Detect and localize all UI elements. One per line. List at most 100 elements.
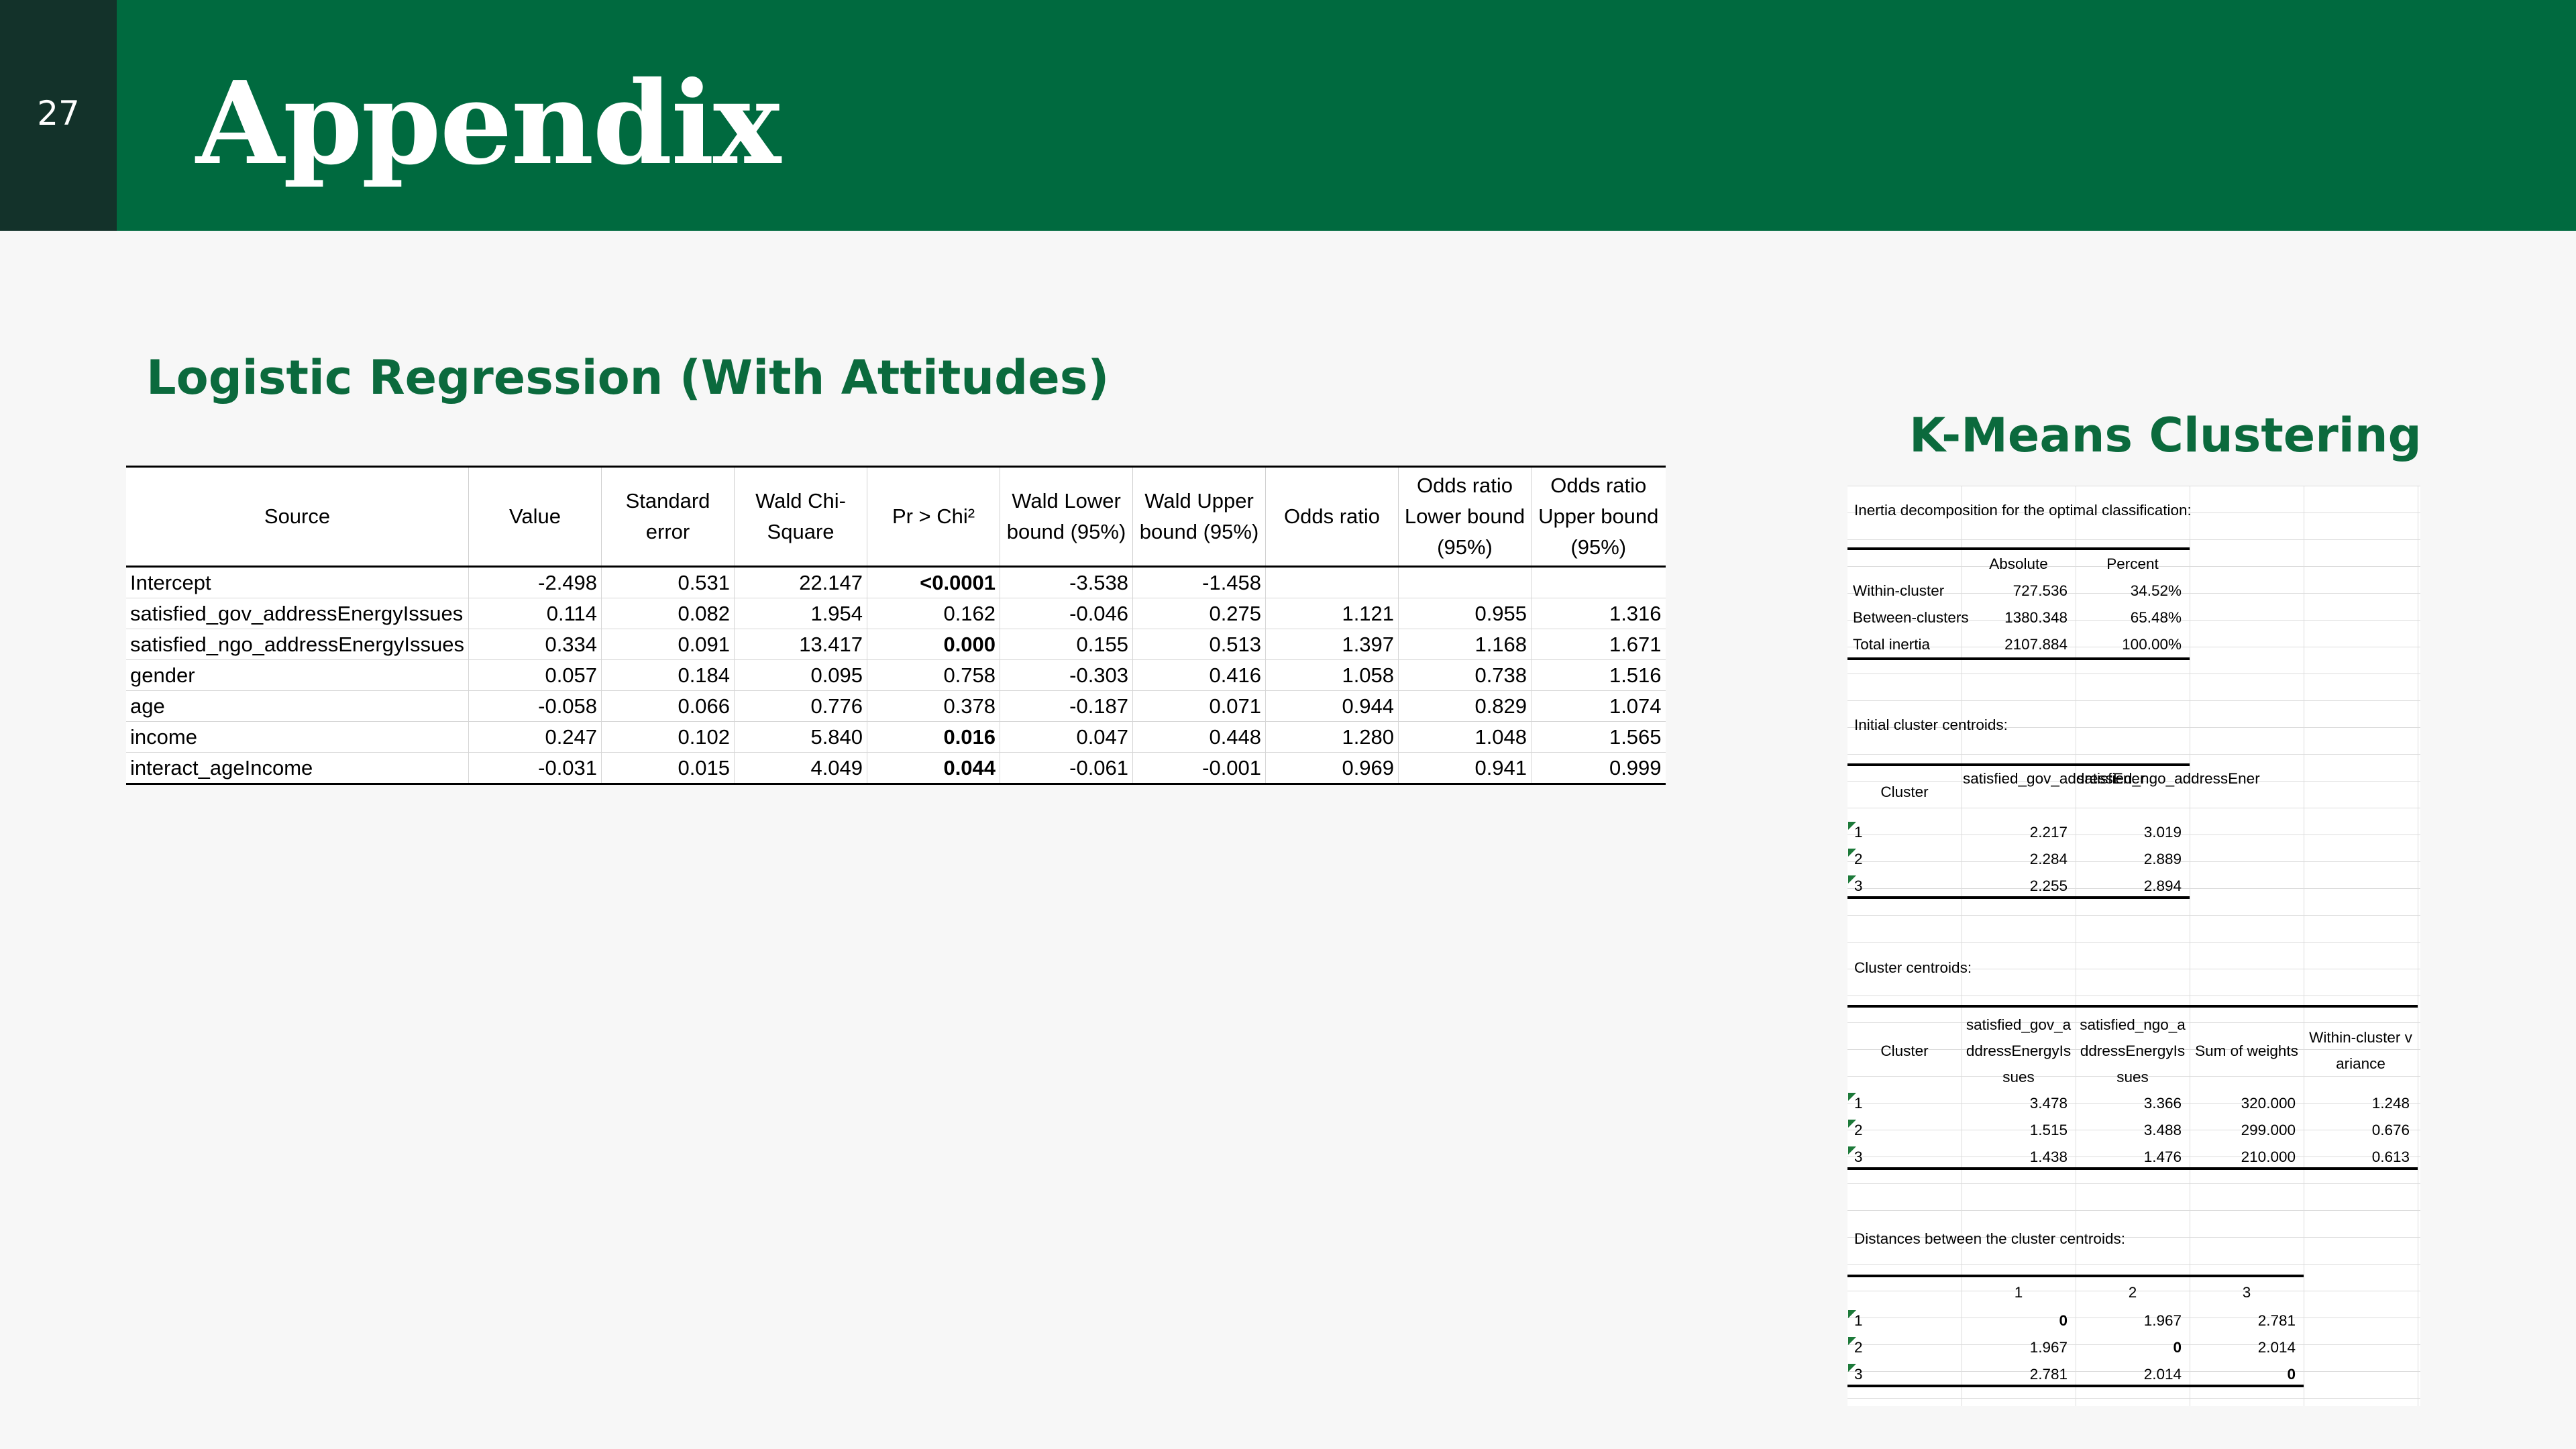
table-cell: <0.0001 [867,566,1000,598]
cell-marker-icon [1848,875,1856,883]
column-header: satisfied_gov_addressEnergyIssues [1966,1016,2072,1085]
column-header: Source [126,466,469,568]
table-cell: 65.48% [2130,609,2182,626]
table-rule [1847,657,2190,660]
table-cell: 1.074 [1531,690,1666,722]
row-label: 2 [1854,851,1863,867]
row-label: 1 [1854,824,1863,841]
table-cell: 0.513 [1132,629,1266,660]
logistic-regression-title: Logistic Regression (With Attitudes) [146,350,1110,405]
table-cell: 0.057 [468,659,602,691]
table-cell: 0.091 [601,629,735,660]
column-header: Sum of weights [2195,1042,2298,1059]
column-header: Cluster [1880,1042,1929,1059]
section-label: Cluster centroids: [1854,959,1972,976]
grid-line [1847,566,2420,567]
table-cell: 0.066 [601,690,735,722]
table-cell: -0.187 [1000,690,1133,722]
table-cell [1531,566,1666,598]
row-label: gender [126,659,469,691]
table-cell: 3.488 [2143,1122,2182,1138]
table-cell: 1.565 [1531,721,1666,753]
grid-line [1847,861,2420,862]
table-cell: 1.397 [1265,629,1399,660]
section-label: Distances between the cluster centroids: [1854,1230,2125,1247]
row-label: satisfied_ngo_addressEnergyIssues [126,629,469,660]
table-row: interact_ageIncome -0.031 0.015 4.049 0.044-… [126,752,1666,785]
table-cell: 34.52% [2130,582,2182,599]
table-cell: 0.676 [2371,1122,2410,1138]
table-cell: 1.058 [1265,659,1399,691]
grid-line [1847,727,2420,728]
column-header: Wald Lower bound (95%) [1000,466,1133,568]
grid-line [1847,754,2420,755]
table-rule [1847,1167,2418,1170]
table-cell: -0.303 [1000,659,1133,691]
header-bar: 27 Appendix [0,0,2576,231]
logistic-regression-table: Source Value Standard error Wald Chi-Square… [126,466,1666,785]
kmeans-panel: Inertia decomposition for the optimal cl… [1847,486,2420,1406]
row-label: age [126,690,469,722]
row-label: Within-cluster [1853,582,1945,599]
column-header: Cluster [1880,784,1929,800]
table-cell: 0.941 [1398,752,1532,785]
table-cell: 13.417 [734,629,867,660]
table-row: satisfied_gov_addressEnergyIssues 0.114 0.… [126,598,1666,629]
table-rule [1847,1005,2418,1008]
column-header: Pr > Chi² [867,466,1000,568]
table-cell: 1.515 [2029,1122,2068,1138]
column-header: Odds ratio Upper bound (95%) [1531,466,1666,568]
table-cell: 2.255 [2029,877,2068,894]
grid-line [1847,593,2420,594]
cell-marker-icon [1848,822,1856,830]
table-cell: 1.438 [2029,1148,2068,1165]
table-cell: 2.014 [2143,1366,2182,1383]
grid-line [1847,888,2420,889]
grid-line [1847,700,2420,701]
table-cell: 1380.348 [2004,609,2068,626]
table-cell: 100.00% [2122,636,2182,653]
table-cell: 2.894 [2143,877,2182,894]
table-cell: -0.061 [1000,752,1133,785]
table-row: age -0.058 0.066 0.776 0.378 -0.187 0.071 0.944… [126,690,1666,722]
table-cell: 0.334 [468,629,602,660]
cell-marker-icon [1848,1093,1856,1101]
column-header: Absolute [1989,555,2048,572]
table-cell: 1.048 [1398,721,1532,753]
column-header: satisfied_gov_addressEner [1963,770,2145,787]
table-cell: 5.840 [734,721,867,753]
table-cell: -0.046 [1000,598,1133,629]
table-cell: 0.955 [1398,598,1532,629]
table-cell: 0.000 [867,629,1000,660]
column-header: Within-cluster variance [2309,1029,2412,1072]
table-cell: 0.082 [601,598,735,629]
table-cell: 0.944 [1265,690,1399,722]
row-label: Between-clusters [1853,609,1969,626]
table-cell: 2.014 [2257,1339,2296,1356]
row-label: 1 [1854,1095,1863,1112]
grid-line [1847,942,2420,943]
table-cell: 2.781 [2029,1366,2068,1383]
grid-line [1847,1344,2420,1345]
table-cell: 320.000 [2241,1095,2296,1112]
grid-line [1847,620,2420,621]
slide-title: Appendix [196,56,781,191]
table-cell: 0.015 [601,752,735,785]
grid-line [1847,1264,2420,1265]
table-cell: 0.102 [601,721,735,753]
table-cell: 1.280 [1265,721,1399,753]
page-number-box: 27 [0,0,117,231]
table-cell: 2.284 [2029,851,2068,867]
table-cell: -0.001 [1132,752,1266,785]
column-header: Standard error [601,466,735,568]
cell-marker-icon [1848,1120,1856,1128]
column-header: satisfied_ngo_addressEnergyIssues [2080,1016,2186,1085]
table-cell: -1.458 [1132,566,1266,598]
row-label: 3 [1854,1366,1863,1383]
table-cell: 1.476 [2143,1148,2182,1165]
table-cell: 0.114 [468,598,602,629]
column-header: satisfied_ngo_addressEner [2077,770,2260,787]
column-header: Percent [2106,555,2159,572]
grid-line [1847,1237,2420,1238]
table-cell: 3.366 [2143,1095,2182,1112]
